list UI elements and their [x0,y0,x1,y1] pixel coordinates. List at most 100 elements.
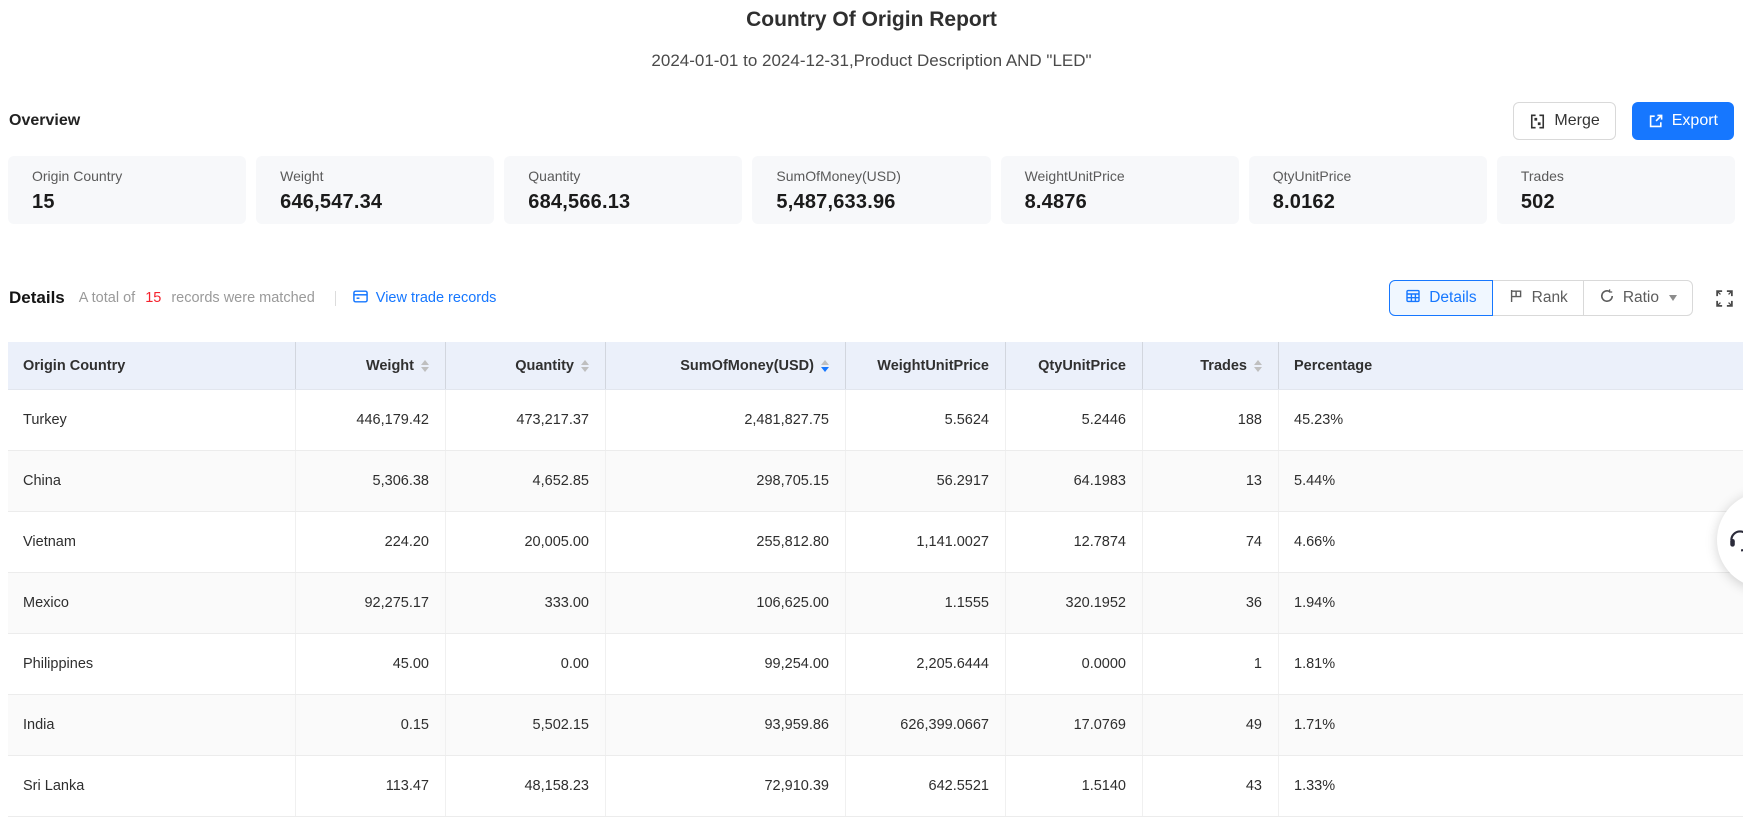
cell-origin_country: Mexico [23,595,69,611]
cell-weight_unit_price: 626,399.0667 [845,695,1005,755]
cell-weight: 446,179.42 [295,390,445,450]
sort-carets-icon [421,359,429,372]
cell-quantity: 0.00 [445,634,605,694]
sort-caret-up-icon [1254,359,1262,365]
view-trade-records-link[interactable]: View trade records [352,288,497,309]
tab-rank-label: Rank [1531,289,1568,306]
cell-qty_unit_price: 12.7874 [1005,512,1142,572]
cell-sum_of_money_usd: 93,959.86 [605,695,845,755]
matched-count: 15 [145,290,162,306]
column-header-label: QtyUnitPrice [1038,357,1126,374]
overview-heading: Overview [9,112,81,129]
cell-weight_unit_price: 1,141.0027 [845,512,1005,572]
merge-cells-icon [1529,113,1546,130]
table-row-philippines: Philippines 45.00 0.00 99,254.00 2,205.6444 0… [8,634,1743,695]
stat-cards: Origin Country 15 Weight 646,547.34 Quantity… [8,156,1735,224]
tab-ratio[interactable]: Ratio [1582,280,1693,316]
cell-weight: 0.15 [295,695,445,755]
cell-weight_unit_price: 1.1555 [845,573,1005,633]
cell-trades: 13 [1142,451,1278,511]
cell-quantity: 4,652.85 [445,451,605,511]
cell-weight_unit_price: 642.5521 [845,756,1005,816]
fullscreen-button[interactable] [1715,289,1734,308]
column-header-label: WeightUnitPrice [877,357,989,374]
report-subtitle: 2024-01-01 to 2024-12-31,Product Descrip… [651,51,1092,70]
cell-percentage: 1.71% [1278,695,1743,755]
cell-percentage: 1.81% [1278,634,1743,694]
page-title: Country Of Origin Report [746,8,997,31]
cell-qty_unit_price: 0.0000 [1005,634,1142,694]
merge-button[interactable]: Merge [1513,102,1616,140]
cell-sum_of_money_usd: 298,705.15 [605,451,845,511]
cell-weight: 224.20 [295,512,445,572]
cell-weight_unit_price: 56.2917 [845,451,1005,511]
cell-origin_country: Sri Lanka [23,778,85,794]
stat-card-label: Weight [280,168,324,184]
cell-qty_unit_price: 1.5140 [1005,756,1142,816]
trade-records-icon [352,288,369,309]
stat-card-label: QtyUnitPrice [1272,168,1352,184]
column-header-label: Percentage [1294,357,1373,374]
stat-card-weight: Weight 646,547.34 [256,156,495,224]
cell-trades: 43 [1142,756,1278,816]
table-icon [1405,288,1421,309]
cell-quantity: 473,217.37 [445,390,605,450]
sort-caret-down-icon [421,366,429,372]
table-row-mexico: Mexico 92,275.17 333.00 106,625.00 1.1555 320… [8,573,1743,634]
sort-caret-down-icon [821,366,829,372]
cell-trades: 188 [1142,390,1278,450]
table-row-india: India 0.15 5,502.15 93,959.86 626,399.0667 17… [8,695,1743,756]
cell-percentage: 5.44% [1278,451,1743,511]
sort-caret-down-icon [581,366,589,372]
summary-divider [334,290,336,306]
export-icon [1648,113,1664,129]
stat-card-sumofmoney-usd: SumOfMoney(USD) 5,487,633.96 [752,156,991,224]
stat-card-trades: Trades 502 [1496,156,1735,224]
overview-row: Overview Merge Export [9,102,1734,140]
table-body: Turkey 446,179.42 473,217.37 2,481,827.75 5.… [8,390,1743,817]
chevron-down-icon [1669,295,1677,301]
stat-card-label: Quantity [528,168,581,184]
merge-button-label: Merge [1554,112,1600,129]
tab-details[interactable]: Details [1389,280,1493,316]
cell-qty_unit_price: 320.1952 [1005,573,1142,633]
view-switcher: Details Rank Ratio [1389,280,1693,316]
column-header-weight[interactable]: Weight [295,342,445,389]
column-header-origin_country: Origin Country [8,342,295,389]
cell-sum_of_money_usd: 106,625.00 [605,573,845,633]
column-header-weight_unit_price: WeightUnitPrice [845,342,1005,389]
cell-weight: 45.00 [295,634,445,694]
cell-origin_country: China [23,473,61,489]
column-header-sum_of_money_usd[interactable]: SumOfMoney(USD) [605,342,845,389]
details-bar: Details A total of 15 records were match… [9,280,1734,316]
customer-service-icon [1727,526,1743,557]
cell-quantity: 333.00 [445,573,605,633]
view-trade-records-label: View trade records [375,290,497,306]
column-header-label: Quantity [515,357,574,374]
cell-origin_country: Vietnam [23,534,76,550]
stat-card-value: 646,547.34 [280,191,383,213]
summary-prefix: A total of [78,290,136,306]
cell-percentage: 1.33% [1278,756,1743,816]
column-header-trades[interactable]: Trades [1142,342,1278,389]
stat-card-quantity: Quantity 684,566.13 [504,156,743,224]
cell-trades: 1 [1142,634,1278,694]
column-header-label: Origin Country [23,357,126,374]
stat-card-origin-country: Origin Country 15 [8,156,247,224]
ratio-sync-icon [1599,288,1615,309]
table-row-turkey: Turkey 446,179.42 473,217.37 2,481,827.75 5.… [8,390,1743,451]
export-button[interactable]: Export [1631,102,1734,140]
column-header-label: Weight [365,357,414,374]
cell-sum_of_money_usd: 255,812.80 [605,512,845,572]
cell-percentage: 1.94% [1278,573,1743,633]
stat-card-value: 15 [32,191,55,213]
sort-caret-up-icon [821,359,829,365]
stat-card-label: Origin Country [32,168,123,184]
cell-origin_country: India [23,717,55,733]
stat-card-value: 5,487,633.96 [776,191,896,213]
column-header-quantity[interactable]: Quantity [445,342,605,389]
cell-sum_of_money_usd: 72,910.39 [605,756,845,816]
tab-rank[interactable]: Rank [1491,280,1584,316]
table-row-china: China 5,306.38 4,652.85 298,705.15 56.2917 64… [8,451,1743,512]
cell-trades: 74 [1142,512,1278,572]
